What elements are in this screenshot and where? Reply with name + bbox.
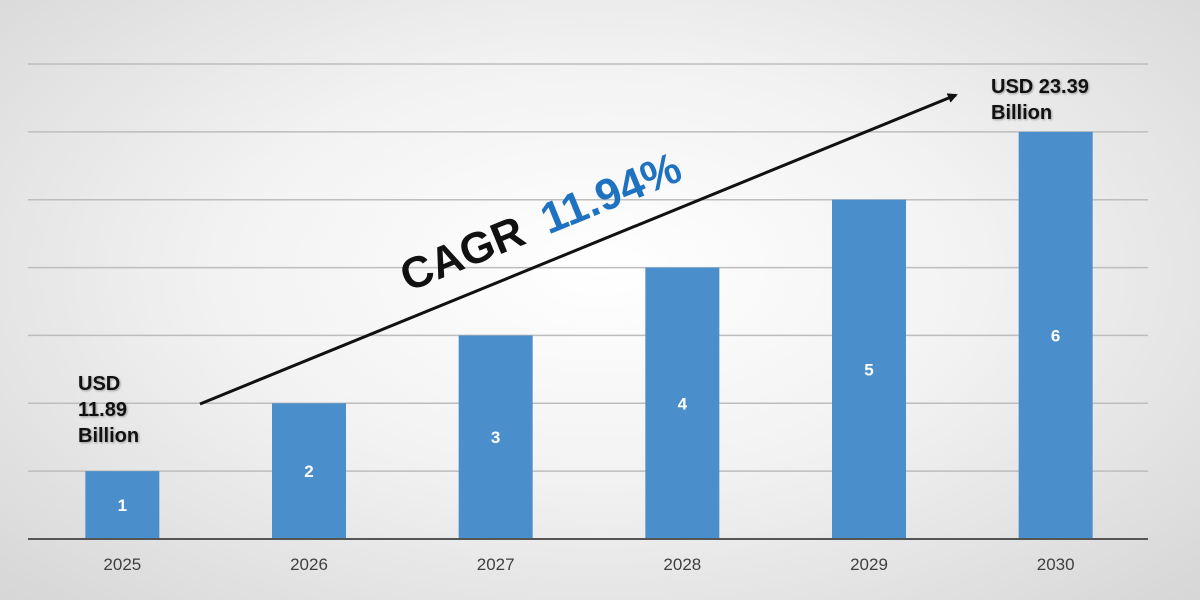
- x-tick-label: 2030: [1037, 555, 1075, 574]
- bar: [1018, 131, 1093, 539]
- cagr-arrow: [199, 93, 958, 406]
- x-tick-label: 2025: [103, 555, 141, 574]
- data-label: 6: [1051, 326, 1060, 345]
- x-tick-labels: 2025 2026 2027 2028 2029 2030: [103, 555, 1074, 574]
- start-label-line: USD: [78, 373, 121, 395]
- start-label-line: Billion: [78, 425, 140, 447]
- data-label: 2: [304, 462, 313, 481]
- gridlines: [28, 63, 1148, 472]
- bar: [85, 471, 160, 539]
- data-label: 4: [678, 394, 688, 413]
- start-value-label: USD 11.89 Billion: [78, 371, 139, 449]
- x-tick-label: 2029: [850, 555, 888, 574]
- end-label-line: USD 23.39: [991, 76, 1089, 98]
- data-labels: 1 2 3 4 5 6: [118, 326, 1061, 515]
- bar: [458, 335, 533, 539]
- start-label-line: 11.89: [78, 399, 127, 421]
- data-label: 5: [864, 360, 873, 379]
- data-label: 1: [118, 496, 127, 515]
- bar: [832, 199, 906, 539]
- bar: [272, 403, 346, 539]
- bar: [645, 267, 720, 539]
- end-value-label: USD 23.39 Billion: [991, 74, 1089, 126]
- x-tick-label: 2027: [477, 555, 515, 574]
- end-label-line: Billion: [991, 102, 1053, 124]
- x-tick-label: 2028: [663, 555, 701, 574]
- x-tick-label: 2026: [290, 555, 328, 574]
- data-label: 3: [491, 428, 500, 447]
- cagr-value: 11.94%: [534, 143, 688, 244]
- cagr-prefix: CAGR: [393, 207, 531, 301]
- bars: [85, 131, 1093, 539]
